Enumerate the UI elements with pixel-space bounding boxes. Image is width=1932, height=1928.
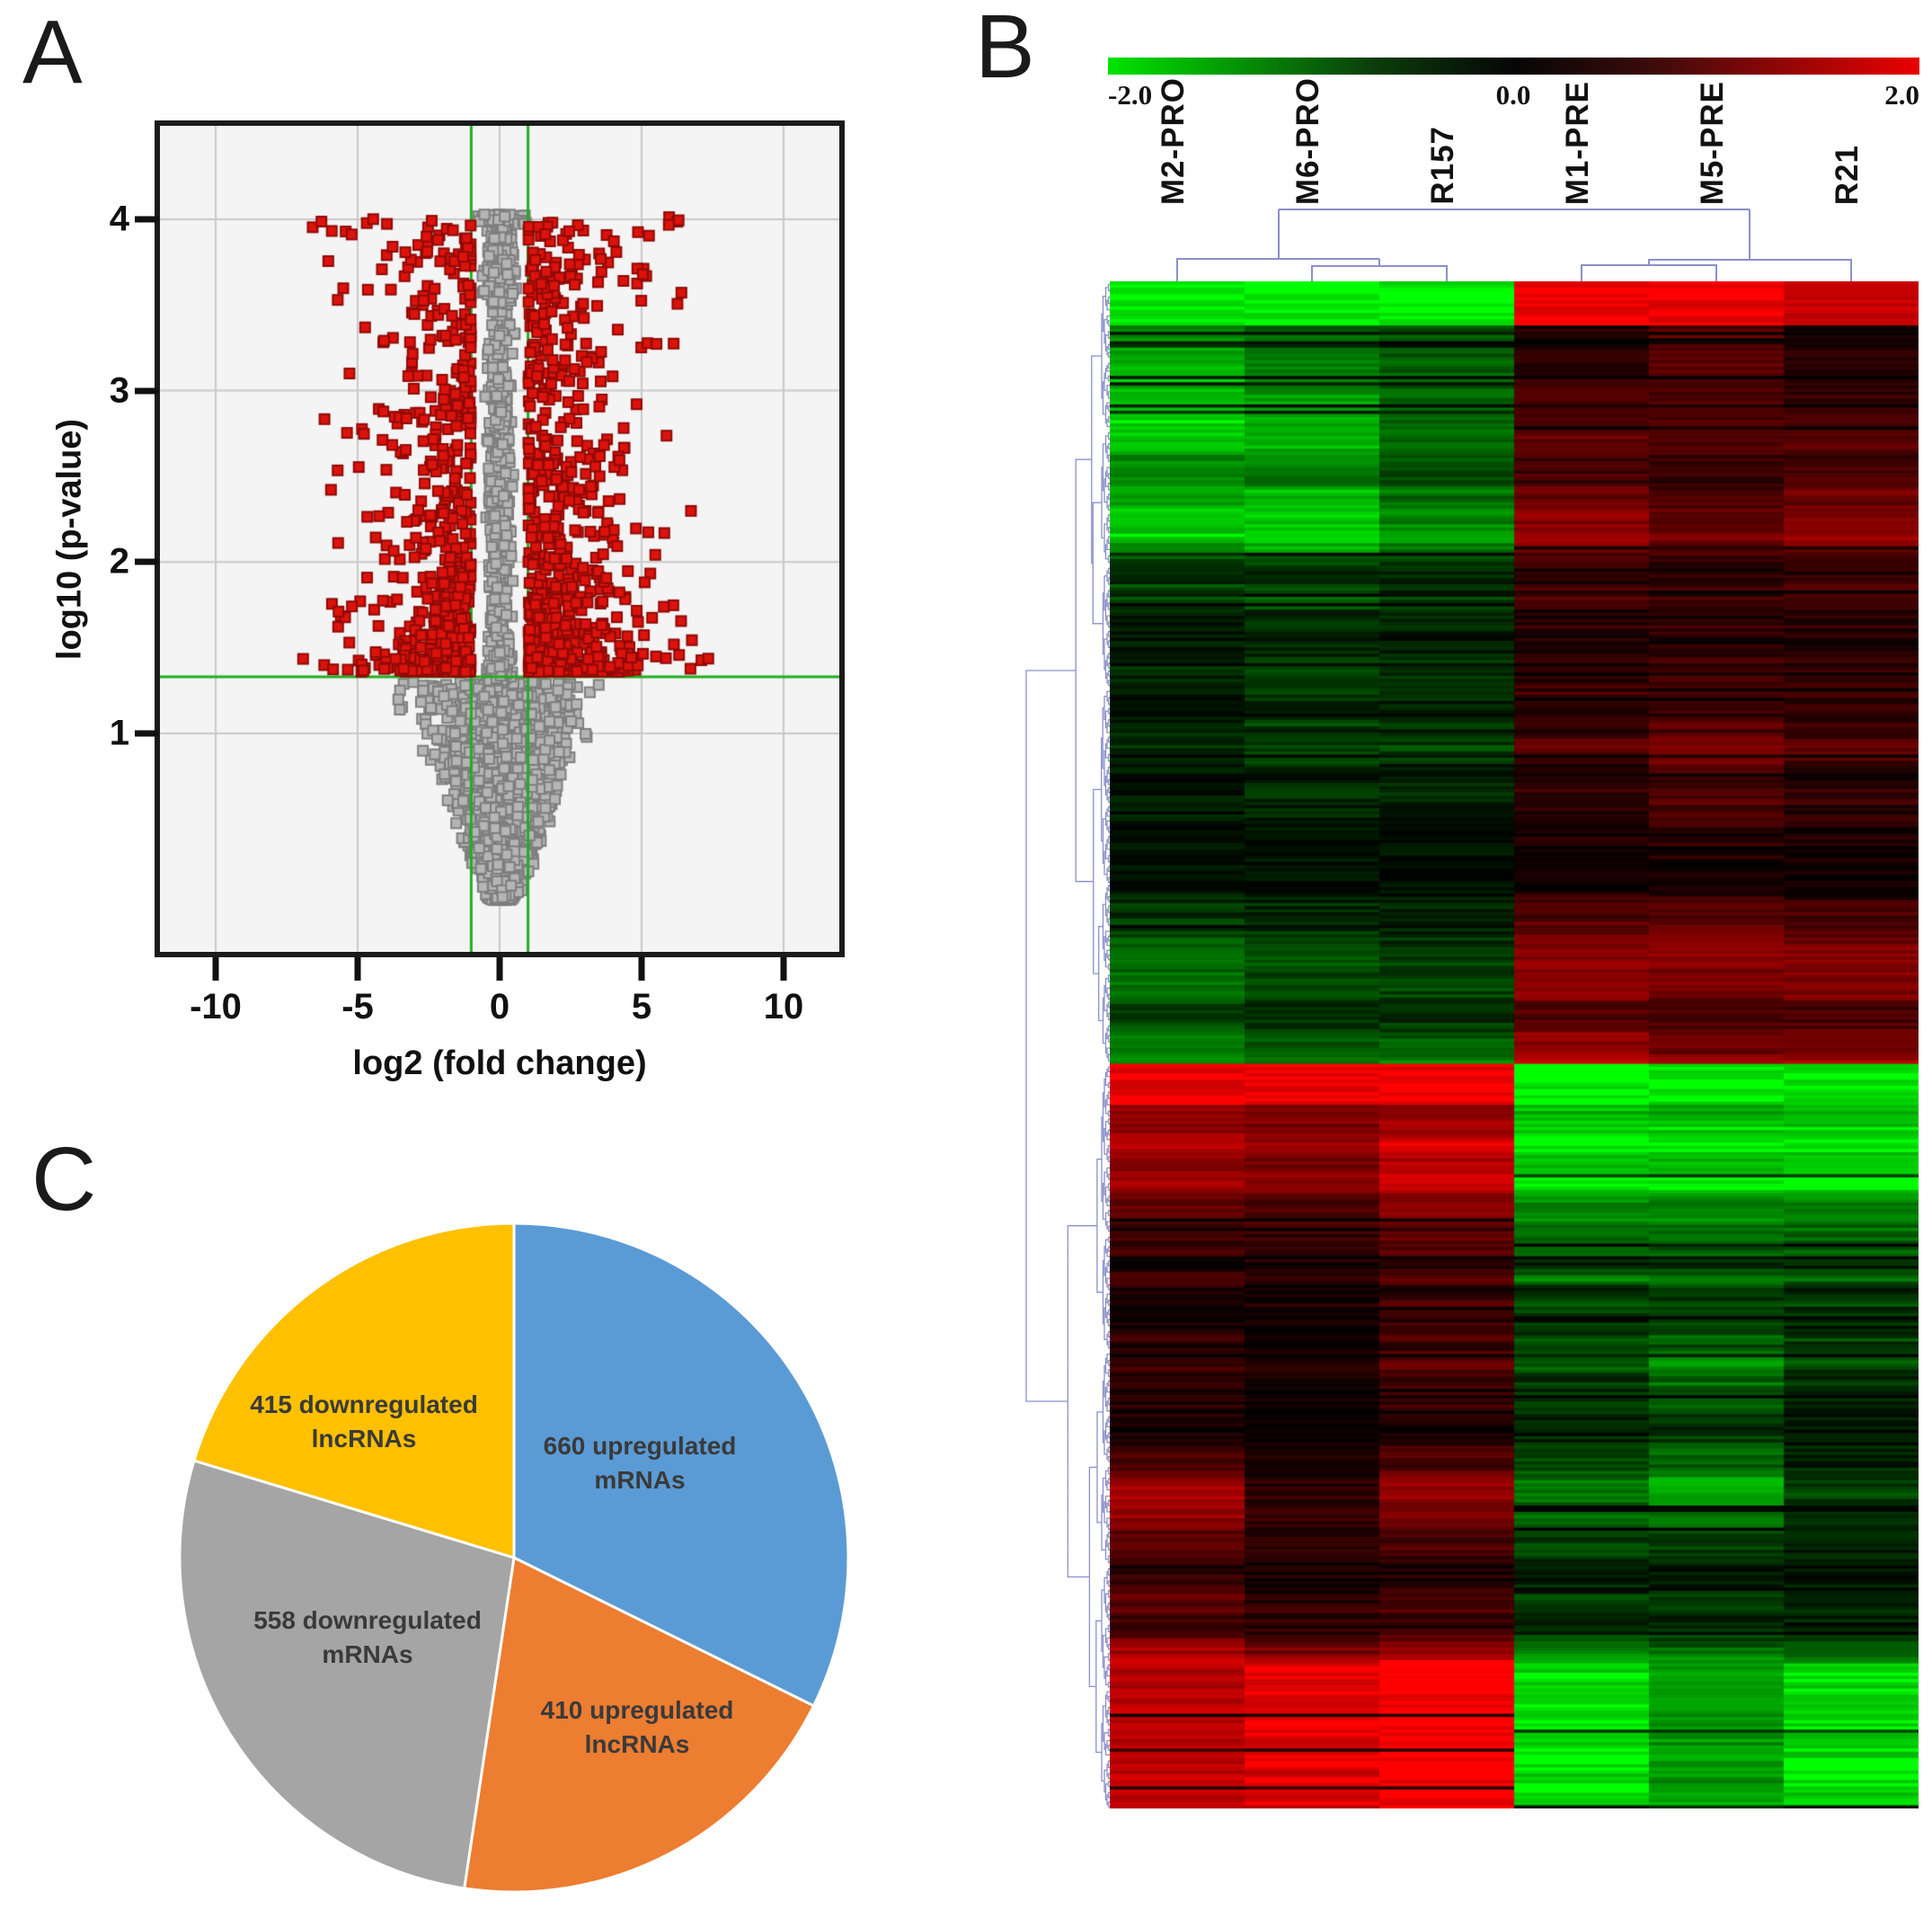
pie-label-line: lncRNAs xyxy=(311,1425,417,1453)
x-tick-mark xyxy=(212,957,219,981)
pie-slice-410 xyxy=(462,1555,816,1894)
row-dendrogram xyxy=(1025,283,1110,1808)
pie-label-line: mRNAs xyxy=(594,1466,686,1494)
volcano-x-axis-title: log2 (fold change) xyxy=(352,1044,647,1082)
x-tick-mark xyxy=(780,957,787,981)
y-tick-label: 2 xyxy=(109,541,129,582)
pie-chart: 660 upregulated mRNAs 410 upregulated lncRN… xyxy=(175,1218,858,1901)
pie-label-line: 558 downregulated xyxy=(253,1606,482,1635)
colorbar-min-label: -2.0 xyxy=(1108,79,1153,111)
y-tick-mark xyxy=(135,730,158,737)
x-tick-label: -10 xyxy=(190,987,242,1026)
x-tick-mark xyxy=(354,957,361,981)
panel-c-label: C xyxy=(31,1129,97,1230)
row-dendrogram-path xyxy=(1025,283,1110,1808)
pie-slice-415 xyxy=(192,1222,516,1560)
x-tick-label: 10 xyxy=(763,987,804,1026)
pie-label-line: lncRNAs xyxy=(584,1730,690,1758)
pie-slice-label: 660 upregulated mRNAs xyxy=(544,1429,737,1497)
pie-label-line: 415 downregulated xyxy=(250,1390,478,1419)
panel-b-label: B xyxy=(975,0,1035,97)
y-tick-mark xyxy=(135,387,158,395)
column-dendrogram-path xyxy=(1176,209,1852,281)
x-tick-label: 0 xyxy=(489,987,510,1026)
pie-slice-660 xyxy=(512,1222,850,1708)
pie-slice-label: 410 upregulated lncRNAs xyxy=(541,1693,734,1762)
x-tick-mark xyxy=(638,957,645,981)
colorbar-mid-label: 0.0 xyxy=(1495,79,1531,111)
column-dendrogram xyxy=(1176,209,1852,281)
heatmap-colorbar xyxy=(1108,58,1919,75)
pie-slice-558 xyxy=(178,1459,516,1890)
pie-svg xyxy=(178,1222,850,1894)
x-tick-label: -5 xyxy=(341,987,374,1026)
y-tick-label: 1 xyxy=(109,713,129,753)
volcano-plot-canvas xyxy=(160,126,839,952)
heatmap-canvas xyxy=(1110,281,1919,1808)
x-tick-mark xyxy=(496,957,503,981)
y-tick-label: 3 xyxy=(109,370,129,411)
y-tick-mark xyxy=(135,558,158,565)
volcano-y-axis-title: log10 (p-value) xyxy=(50,418,89,661)
y-tick-label: 4 xyxy=(109,199,129,239)
x-tick-label: 5 xyxy=(631,987,652,1026)
panel-a-label: A xyxy=(22,2,83,102)
colorbar-max-label: 2.0 xyxy=(1884,79,1919,111)
pie-slice-label: 415 downregulated lncRNAs xyxy=(250,1388,478,1456)
pie-label-line: 660 upregulated xyxy=(543,1432,737,1461)
volcano-plot-frame xyxy=(155,120,845,957)
pie-slice-label: 558 downregulated mRNAs xyxy=(253,1604,482,1672)
pie-label-line: 410 upregulated xyxy=(540,1696,734,1725)
pie-label-line: mRNAs xyxy=(322,1640,413,1668)
y-tick-mark xyxy=(135,216,158,223)
